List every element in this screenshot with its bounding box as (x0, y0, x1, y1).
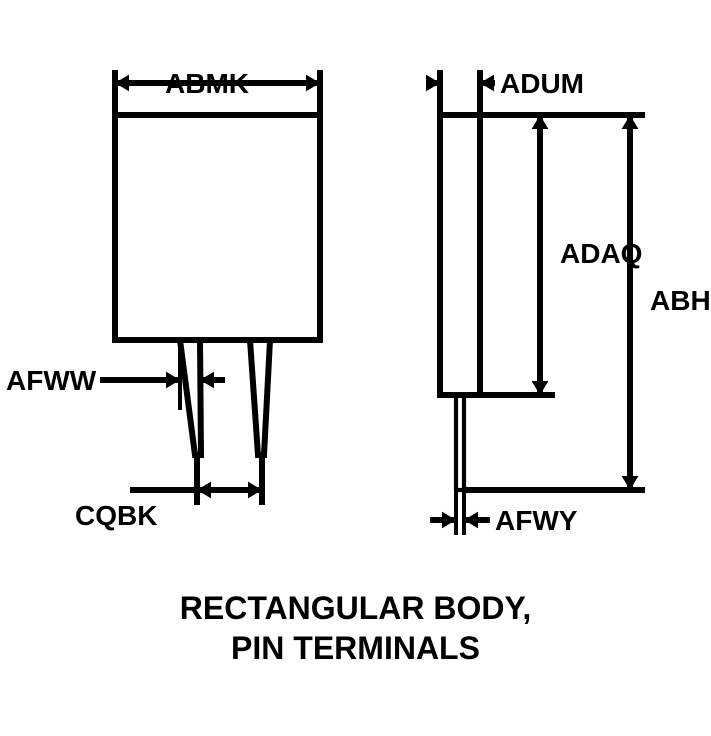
label-cqbk: CQBK (75, 500, 157, 532)
label-abhp: ABHP (650, 285, 711, 317)
label-adaq: ADAQ (560, 238, 642, 270)
label-afww: AFWW (6, 365, 96, 397)
label-adum: ADUM (500, 68, 584, 100)
title-line-1: RECTANGULAR BODY, (0, 590, 711, 627)
title-line-2: PIN TERMINALS (0, 630, 711, 667)
label-afwy: AFWY (495, 505, 577, 537)
label-abmk: ABMK (165, 68, 249, 100)
